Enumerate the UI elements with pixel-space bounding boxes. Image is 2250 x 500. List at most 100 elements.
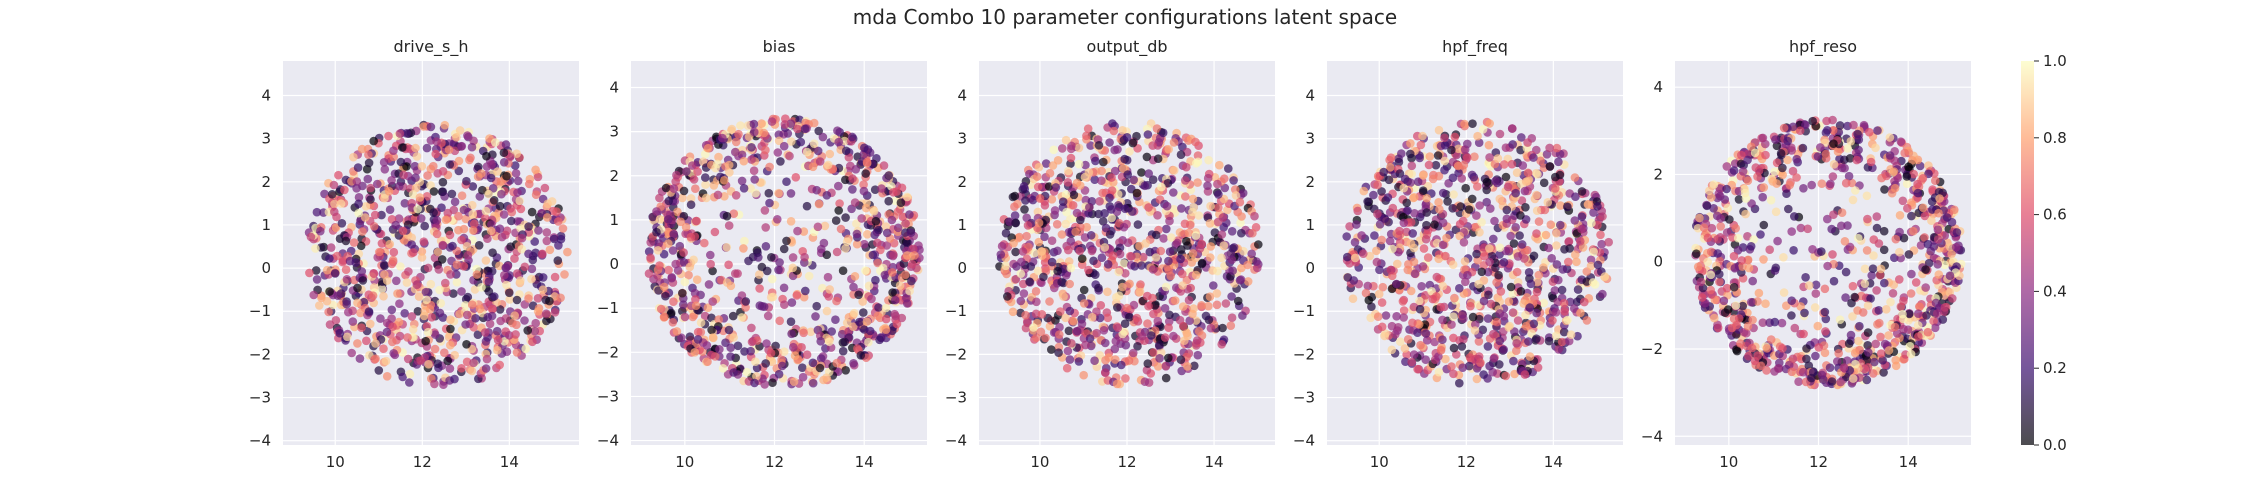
scatter-point [370, 210, 380, 220]
scatter-point [1600, 272, 1610, 281]
scatter-point [1032, 333, 1041, 343]
scatter-point [1103, 287, 1112, 297]
scatter-point [376, 314, 385, 323]
scatter-point [731, 147, 740, 157]
scatter-point [1512, 346, 1521, 356]
scatter-point [882, 241, 891, 250]
scatter-point [402, 278, 412, 287]
x-tick-label: 10 [675, 453, 694, 471]
scatter-point [1795, 126, 1805, 135]
scatter-point [417, 162, 427, 171]
scatter-point [1554, 345, 1563, 354]
scatter-point [1153, 362, 1163, 371]
scatter-point [1829, 210, 1838, 219]
scatter-point [1484, 290, 1493, 300]
scatter-point [802, 350, 812, 360]
scatter-point [426, 279, 436, 289]
scatter-point [1133, 220, 1143, 229]
scatter-point [419, 237, 429, 246]
scatter-point [347, 348, 357, 358]
scatter-point [1447, 320, 1456, 329]
scatter-point [1565, 244, 1574, 253]
scatter-point [703, 143, 713, 153]
scatter-point [1485, 361, 1494, 371]
scatter-point [774, 369, 784, 379]
y-tick-label: 1 [957, 216, 967, 234]
y-tick-label: 0 [261, 259, 271, 277]
scatter-point [1119, 222, 1129, 232]
scatter-point [495, 360, 505, 370]
scatter-point [1746, 297, 1756, 307]
scatter-point [1050, 283, 1059, 293]
scatter-point [1247, 249, 1256, 259]
scatter-point [333, 291, 343, 301]
figure-title: mda Combo 10 parameter configurations la… [853, 5, 1397, 29]
scatter-point [879, 161, 889, 170]
scatter-point [1491, 176, 1500, 186]
scatter-point [352, 184, 361, 193]
scatter-point [1566, 330, 1576, 340]
scatter-point [1019, 182, 1029, 191]
y-tick-label: −2 [1293, 345, 1315, 363]
scatter-point [813, 222, 823, 232]
scatter-point [1228, 266, 1237, 276]
scatter-point [439, 380, 448, 390]
scatter-point [1593, 202, 1602, 211]
scatter-point [1387, 345, 1397, 355]
scatter-point [652, 207, 661, 216]
scatter-point [855, 317, 864, 327]
scatter-point [486, 226, 496, 236]
scatter-point [468, 209, 478, 219]
scatter-point [854, 290, 863, 300]
scatter-point [1162, 201, 1172, 211]
scatter-point [1100, 243, 1110, 252]
scatter-point [875, 335, 884, 345]
scatter-point [1410, 209, 1419, 218]
scatter-point [1373, 209, 1382, 219]
scatter-point [1181, 176, 1190, 185]
scatter-point [556, 234, 566, 244]
scatter-point [533, 294, 543, 303]
scatter-point [550, 308, 560, 317]
scatter-point [1696, 277, 1706, 287]
scatter-point [1061, 313, 1070, 323]
scatter-point [1905, 341, 1915, 351]
scatter-point [1118, 164, 1128, 173]
scatter-point [512, 149, 521, 158]
scatter-point [354, 208, 364, 218]
scatter-point [737, 313, 747, 322]
scatter-point [525, 179, 534, 189]
scatter-point [1915, 302, 1924, 312]
scatter-point [1586, 255, 1596, 265]
scatter-point [1087, 246, 1097, 256]
scatter-point [1558, 265, 1568, 274]
scatter-point [1099, 157, 1108, 167]
scatter-point [710, 227, 720, 237]
scatter-point [827, 327, 836, 336]
scatter-point [403, 333, 412, 342]
y-tick-label: 3 [261, 130, 271, 148]
scatter-point [1165, 216, 1174, 226]
scatter-point [664, 265, 673, 275]
scatter-point [366, 183, 375, 193]
scatter-point [1059, 292, 1068, 301]
scatter-point [445, 160, 455, 169]
scatter-point [403, 354, 413, 364]
scatter-point [834, 137, 843, 147]
scatter-point [1505, 321, 1514, 331]
scatter-point [450, 350, 460, 360]
scatter-point [779, 141, 789, 151]
scatter-point [1219, 241, 1229, 250]
scatter-point [780, 300, 789, 310]
scatter-point [864, 337, 873, 347]
scatter-point [852, 239, 862, 249]
scatter-point [1108, 119, 1117, 128]
scatter-point [371, 339, 380, 348]
scatter-point [715, 345, 724, 354]
scatter-point [1072, 326, 1082, 336]
scatter-point [1758, 133, 1768, 143]
scatter-point [707, 325, 716, 335]
scatter-point [1873, 126, 1882, 135]
scatter-point [1479, 296, 1489, 306]
